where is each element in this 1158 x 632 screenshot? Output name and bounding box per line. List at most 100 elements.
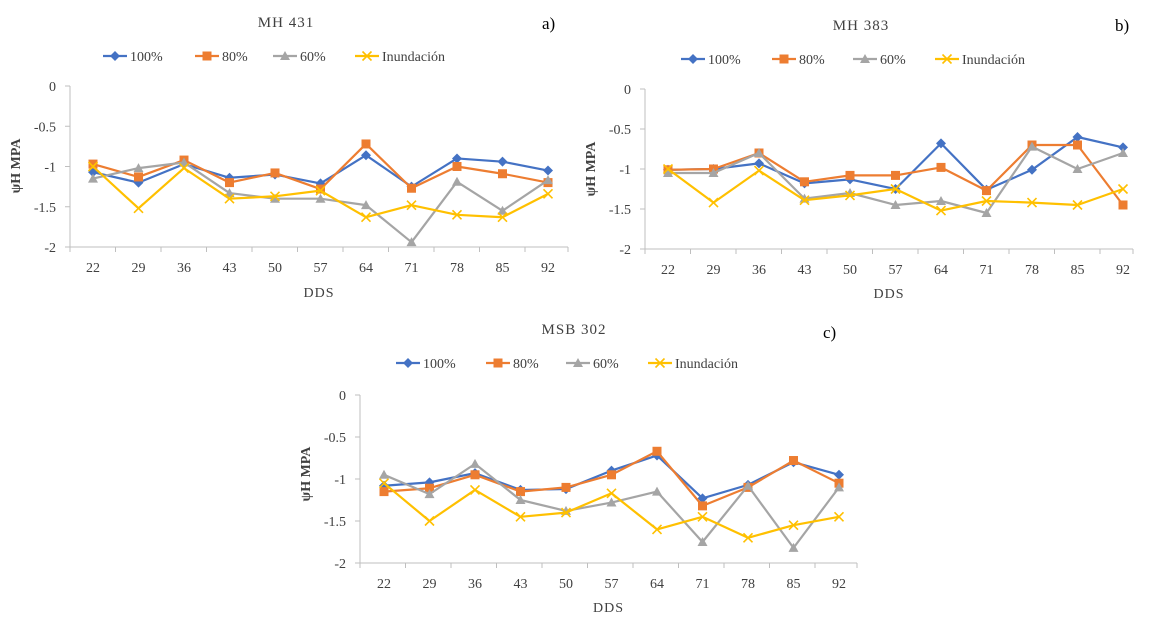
x-tick-label: 29: [707, 263, 721, 278]
marker-60pct: [406, 237, 417, 247]
legend-item-inundaci-n: Inundación: [355, 50, 445, 65]
marker-100pct: [110, 51, 120, 61]
marker-80pct: [425, 483, 434, 493]
x-tick-label: 78: [1025, 263, 1039, 278]
y-tick-label: -0.5: [34, 120, 56, 135]
x-tick-label: 43: [223, 261, 237, 276]
x-tick-label: 36: [177, 261, 191, 276]
x-tick-label: 78: [450, 261, 464, 276]
panel-label: c): [823, 323, 836, 342]
marker-60pct: [224, 188, 235, 198]
marker-100pct: [361, 150, 371, 161]
marker-60pct: [133, 163, 144, 173]
y-tick-label: -1.5: [324, 515, 346, 530]
marker-60pct: [652, 486, 662, 496]
legend: 100% 80% 60% Inundación: [103, 50, 445, 65]
marker-inundaci-n: [406, 200, 417, 211]
marker-80pct: [1118, 200, 1128, 210]
x-tick-label: 29: [132, 261, 146, 276]
marker-60pct: [890, 200, 901, 209]
marker-80pct: [652, 446, 662, 456]
marker-100pct: [834, 469, 844, 480]
x-tick-label: 43: [514, 577, 528, 592]
x-tick-label: 71: [980, 263, 994, 278]
y-tick-label: -2: [44, 241, 56, 256]
series-line-inundaci-n: [383, 482, 840, 539]
legend-label: 100%: [130, 50, 163, 65]
legend-label: 80%: [799, 53, 825, 68]
marker-100pct: [688, 54, 698, 64]
marker-inundaci-n: [451, 209, 463, 220]
marker-80pct: [379, 487, 389, 497]
x-tick-label: 71: [696, 577, 710, 592]
marker-100pct: [452, 153, 462, 164]
x-tick-label: 50: [559, 577, 573, 592]
marker-60pct: [179, 157, 189, 167]
marker-100pct: [754, 158, 764, 169]
marker-inundaci-n: [941, 53, 953, 65]
x-tick-label: 36: [752, 263, 766, 278]
marker-60pct: [1118, 148, 1128, 157]
legend: 100% 80% 60% Inundación: [681, 53, 1025, 68]
series-inundaci-n: [87, 161, 554, 223]
x-tick-label: 78: [741, 577, 755, 592]
x-tick-label: 22: [86, 261, 100, 276]
marker-80pct: [225, 178, 234, 188]
x-tick-label: 57: [605, 577, 619, 592]
legend-label: 100%: [708, 53, 741, 68]
y-tick-label: -1.5: [609, 203, 631, 218]
marker-80pct: [202, 51, 212, 61]
legend-label: 80%: [222, 50, 248, 65]
marker-inundaci-n: [424, 515, 435, 527]
marker-80pct: [607, 470, 616, 480]
x-tick-label: 64: [934, 263, 948, 278]
marker-60pct: [470, 458, 480, 468]
marker-80pct: [470, 470, 480, 480]
marker-inundaci-n: [469, 484, 481, 495]
marker-80pct: [779, 54, 789, 64]
marker-60pct: [424, 489, 435, 499]
marker-80pct: [936, 162, 946, 172]
marker-80pct: [698, 501, 707, 511]
marker-inundaci-n: [753, 165, 765, 176]
marker-80pct: [316, 184, 325, 194]
marker-inundaci-n: [890, 183, 901, 195]
y-axis-title: ψH MPA: [584, 141, 599, 197]
legend-item-80pct: 80%: [772, 53, 825, 68]
legend-item-60pct: 60%: [273, 50, 326, 65]
y-tick-label: 0: [49, 80, 56, 95]
legend-label: Inundación: [962, 53, 1025, 68]
marker-80pct: [891, 170, 900, 180]
marker-inundaci-n: [697, 511, 708, 522]
marker-60pct: [452, 176, 462, 186]
marker-100pct: [1027, 164, 1037, 175]
legend-label: 60%: [300, 50, 326, 65]
legend-item-100pct: 100%: [396, 357, 456, 372]
marker-60pct: [788, 542, 799, 552]
x-tick-label: 29: [423, 577, 437, 592]
series-60pct: [379, 458, 844, 552]
marker-inundaci-n: [497, 212, 508, 223]
chart-panel-mh-431: MH 431 a) 0 -0.5 -1 -1.5 -2 22 29 36 43 50 57 64 71 78 8…: [9, 14, 569, 301]
marker-80pct: [516, 487, 525, 497]
x-tick-label: 36: [468, 577, 482, 592]
chart-title: MSB 302: [542, 322, 607, 338]
x-tick-label: 64: [650, 577, 664, 592]
marker-60pct: [708, 168, 719, 177]
x-tick-label: 50: [843, 263, 857, 278]
y-tick-label: -2: [334, 557, 346, 572]
legend-label: Inundación: [382, 50, 445, 65]
series-inundaci-n: [378, 478, 845, 543]
x-tick-label: 92: [1116, 263, 1130, 278]
chart-panel-msb-302: MSB 302 c) 0 -0.5 -1 -1.5 -2 22 29 36 43 50 57 64 71 78…: [299, 322, 858, 616]
y-tick-label: -1: [334, 473, 346, 488]
marker-inundaci-n: [560, 507, 572, 518]
marker-60pct: [606, 497, 617, 507]
marker-inundaci-n: [654, 357, 666, 369]
marker-60pct: [1072, 164, 1083, 173]
marker-80pct: [134, 172, 143, 182]
legend-item-60pct: 60%: [853, 53, 906, 68]
marker-80pct: [493, 358, 503, 368]
chart-title: MH 431: [258, 15, 314, 31]
